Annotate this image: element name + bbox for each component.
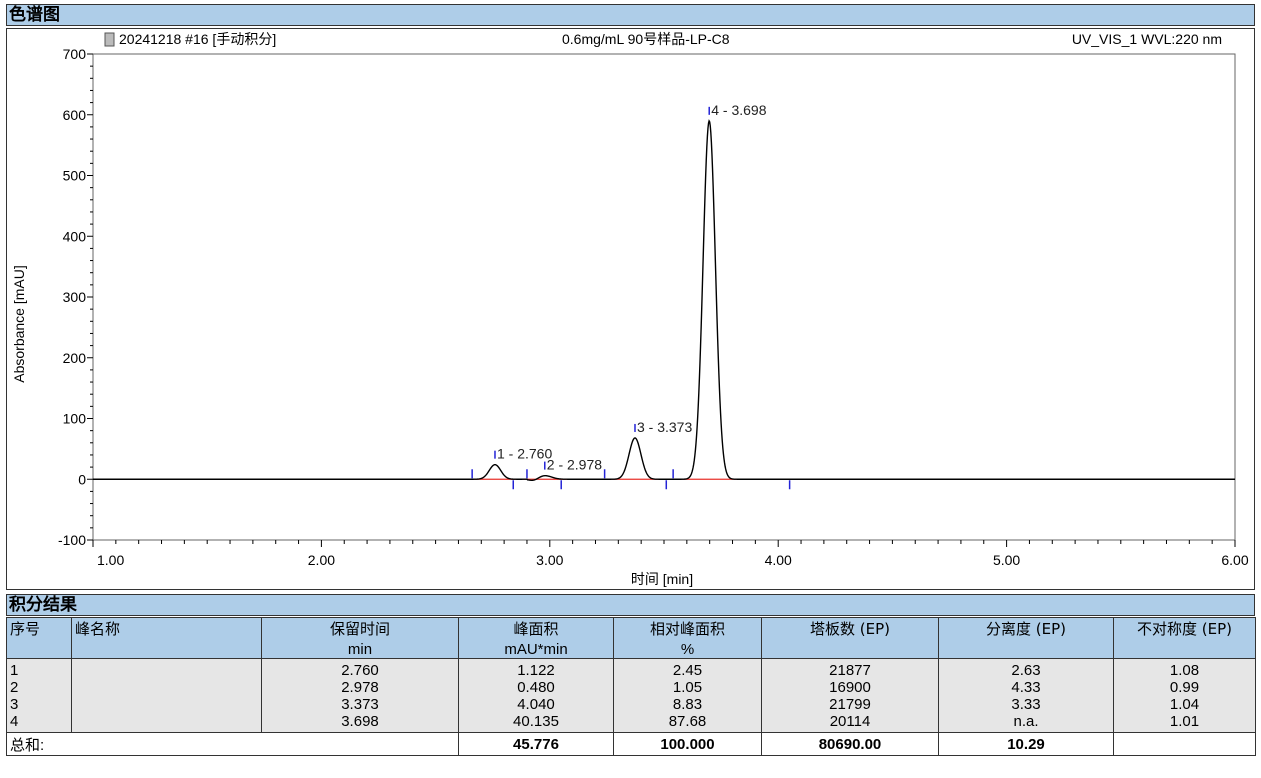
col-header-plates: 塔板数 (EP)	[761, 617, 939, 641]
y-tick-label: -100	[58, 532, 86, 548]
table-cell: 3.698	[261, 713, 459, 733]
chromatogram-header: 色谱图	[6, 4, 1255, 26]
table-header-row: 序号 峰名称 保留时间 峰面积 相对峰面积 塔板数 (EP) 分离度 (EP) …	[6, 617, 1256, 641]
y-axis-label: Absorbance [mAU]	[11, 265, 27, 383]
col-header-area: 峰面积	[458, 617, 614, 641]
y-tick-label: 600	[63, 107, 87, 123]
unit-asymmetry	[1113, 641, 1256, 659]
table-cell: 1.08	[1113, 658, 1256, 679]
total-plates: 80690.00	[761, 732, 939, 756]
x-axis-label: 时间 [min]	[631, 571, 693, 587]
chromatogram-panel: 20241218 #16 [手动积分] 0.6mg/mL 90号样品-LP-C8…	[6, 28, 1255, 590]
table-total-row: 总和: 45.776 100.000 80690.00 10.29	[6, 732, 1256, 756]
total-label: 总和:	[6, 732, 459, 756]
table-cell: 3	[6, 696, 72, 713]
unit-area: mAU*min	[458, 641, 614, 659]
unit-index	[6, 641, 72, 659]
total-resolution: 10.29	[938, 732, 1114, 756]
table-cell: 16900	[761, 679, 939, 696]
y-tick-label: 500	[63, 168, 87, 184]
table-cell: 4	[6, 713, 72, 733]
table-cell	[71, 713, 262, 733]
total-area: 45.776	[458, 732, 614, 756]
col-header-retention-time: 保留时间	[261, 617, 459, 641]
table-cell: 0.99	[1113, 679, 1256, 696]
plot-layer: 1.00 2.00 3.00 4.00 5.00 6.00 -100 0 100 200 300 40…	[58, 46, 1249, 568]
table-cell: 2.978	[261, 679, 459, 696]
table-cell	[71, 679, 262, 696]
table-cell: 8.83	[613, 696, 762, 713]
plot-frame	[92, 53, 1236, 541]
col-header-rel-area: 相对峰面积	[613, 617, 762, 641]
table-cell: 1.04	[1113, 696, 1256, 713]
table-cell: 4.040	[458, 696, 614, 713]
unit-resolution	[938, 641, 1114, 659]
info-center: 0.6mg/mL 90号样品-LP-C8	[562, 31, 730, 47]
total-rel-area: 100.000	[613, 732, 762, 756]
table-cell: 1.01	[1113, 713, 1256, 733]
peak-label: 2 - 2.978	[547, 457, 602, 473]
table-cell: n.a.	[938, 713, 1114, 733]
y-tick-label: 700	[63, 46, 87, 62]
info-left: 20241218 #16 [手动积分]	[119, 31, 276, 47]
table-cell: 1.05	[613, 679, 762, 696]
table-cell: 0.480	[458, 679, 614, 696]
x-tick-label: 2.00	[308, 552, 335, 568]
unit-plates	[761, 641, 939, 659]
table-cell: 2.760	[261, 658, 459, 679]
chromatogram-chart: 20241218 #16 [手动积分] 0.6mg/mL 90号样品-LP-C8…	[11, 31, 1249, 587]
table-cell: 3.33	[938, 696, 1114, 713]
table-row: 3 3.373 4.040 8.83 21799 3.33 1.04	[6, 696, 1256, 713]
x-tick-label: 6.00	[1221, 552, 1248, 568]
table-cell: 3.373	[261, 696, 459, 713]
peak-label: 4 - 3.698	[711, 102, 766, 118]
y-tick-label: 300	[63, 289, 87, 305]
x-tick-label: 3.00	[536, 552, 563, 568]
table-row: 2 2.978 0.480 1.05 16900 4.33 0.99	[6, 679, 1256, 696]
x-tick-label: 5.00	[993, 552, 1020, 568]
table-cell: 2.63	[938, 658, 1114, 679]
table-cell	[71, 696, 262, 713]
report-icon	[104, 32, 115, 47]
table-cell: 21799	[761, 696, 939, 713]
x-tick-label: 1.00	[97, 552, 124, 568]
table-cell: 2.45	[613, 658, 762, 679]
table-unit-row: min mAU*min %	[6, 641, 1256, 659]
table-body: 1 2.760 1.122 2.45 21877 2.63 1.08 2 2.978 0.480 1…	[6, 658, 1256, 733]
unit-rel-area: %	[613, 641, 762, 659]
table-cell: 2	[6, 679, 72, 696]
col-header-resolution: 分离度 (EP)	[938, 617, 1114, 641]
results-header: 积分结果	[6, 594, 1255, 616]
table-cell: 40.135	[458, 713, 614, 733]
table-cell	[71, 658, 262, 679]
y-tick-label: 100	[63, 411, 87, 427]
table-cell: 21877	[761, 658, 939, 679]
col-header-peak-name: 峰名称	[71, 617, 262, 641]
table-cell: 1.122	[458, 658, 614, 679]
unit-peak-name	[71, 641, 262, 659]
total-asymmetry	[1113, 732, 1256, 756]
table-cell: 4.33	[938, 679, 1114, 696]
y-tick-label: 0	[78, 471, 86, 487]
x-tick-label: 4.00	[765, 552, 792, 568]
col-header-asymmetry: 不对称度 (EP)	[1113, 617, 1256, 641]
info-bar: 20241218 #16 [手动积分] 0.6mg/mL 90号样品-LP-C8…	[104, 31, 1222, 47]
y-tick-label: 400	[63, 228, 87, 244]
table-cell: 1	[6, 658, 72, 679]
peak-label: 1 - 2.760	[497, 446, 552, 462]
results-table: 序号 峰名称 保留时间 峰面积 相对峰面积 塔板数 (EP) 分离度 (EP) …	[6, 617, 1256, 756]
table-cell: 87.68	[613, 713, 762, 733]
y-tick-label: 200	[63, 350, 87, 366]
info-right: UV_VIS_1 WVL:220 nm	[1072, 31, 1222, 47]
chromatogram-trace	[93, 119, 1235, 482]
peak-label: 3 - 3.373	[637, 419, 692, 435]
table-row: 1 2.760 1.122 2.45 21877 2.63 1.08	[6, 658, 1256, 679]
table-cell: 20114	[761, 713, 939, 733]
col-header-index: 序号	[6, 617, 72, 641]
table-row: 4 3.698 40.135 87.68 20114 n.a. 1.01	[6, 713, 1256, 733]
unit-retention-time: min	[261, 641, 459, 659]
